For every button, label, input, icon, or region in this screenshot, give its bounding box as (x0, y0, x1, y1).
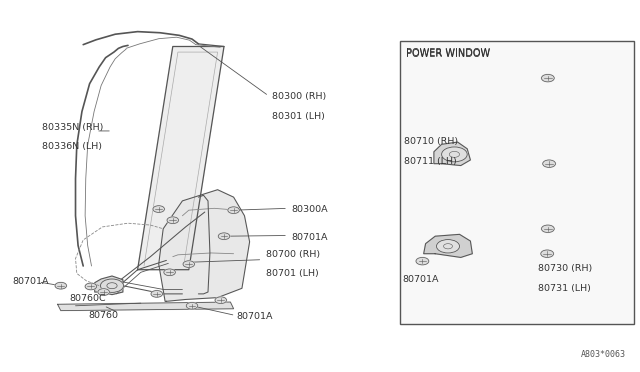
Circle shape (228, 207, 239, 214)
Text: A803*0063: A803*0063 (581, 350, 626, 359)
Circle shape (416, 257, 429, 265)
Circle shape (55, 282, 67, 289)
Polygon shape (434, 142, 470, 166)
Polygon shape (95, 276, 123, 295)
Text: 80730 (RH): 80730 (RH) (538, 264, 592, 273)
Text: 80300A: 80300A (291, 205, 328, 214)
Circle shape (100, 279, 124, 292)
Text: 80336N (LH): 80336N (LH) (42, 142, 102, 151)
Polygon shape (534, 70, 557, 78)
Circle shape (541, 250, 554, 257)
Text: 80335N (RH): 80335N (RH) (42, 123, 103, 132)
Circle shape (543, 160, 556, 167)
Text: 80300 (RH): 80300 (RH) (272, 92, 326, 101)
Circle shape (183, 261, 195, 267)
Text: 80701 (LH): 80701 (LH) (266, 269, 318, 278)
Bar (400, 41, 634, 324)
Circle shape (85, 283, 97, 290)
Text: POWER WINDOW: POWER WINDOW (406, 49, 490, 58)
Circle shape (153, 206, 164, 212)
Polygon shape (159, 190, 250, 301)
Text: 80711 (LH): 80711 (LH) (404, 157, 457, 166)
Text: 80760: 80760 (88, 311, 118, 320)
Text: 80701A: 80701A (13, 278, 49, 286)
Circle shape (98, 289, 109, 295)
Text: 80710 (RH): 80710 (RH) (404, 137, 459, 146)
Text: 80301 (LH): 80301 (LH) (272, 112, 325, 121)
Circle shape (164, 269, 175, 276)
Circle shape (186, 302, 198, 309)
Text: 80731 (LH): 80731 (LH) (538, 284, 591, 293)
Polygon shape (58, 302, 234, 311)
Circle shape (218, 233, 230, 240)
Polygon shape (138, 46, 224, 270)
Circle shape (436, 240, 460, 253)
Circle shape (541, 225, 554, 232)
Text: 80700 (RH): 80700 (RH) (266, 250, 320, 259)
Circle shape (442, 147, 467, 162)
Circle shape (167, 217, 179, 224)
Circle shape (151, 291, 163, 297)
Text: 80701A: 80701A (237, 312, 273, 321)
Text: 80760C: 80760C (69, 294, 106, 303)
Circle shape (215, 297, 227, 304)
Text: POWER WINDOW: POWER WINDOW (406, 48, 490, 58)
Circle shape (541, 74, 554, 82)
Text: 80701A: 80701A (291, 233, 328, 242)
Polygon shape (534, 74, 561, 257)
Text: 80701A: 80701A (402, 275, 438, 283)
Polygon shape (424, 234, 472, 257)
